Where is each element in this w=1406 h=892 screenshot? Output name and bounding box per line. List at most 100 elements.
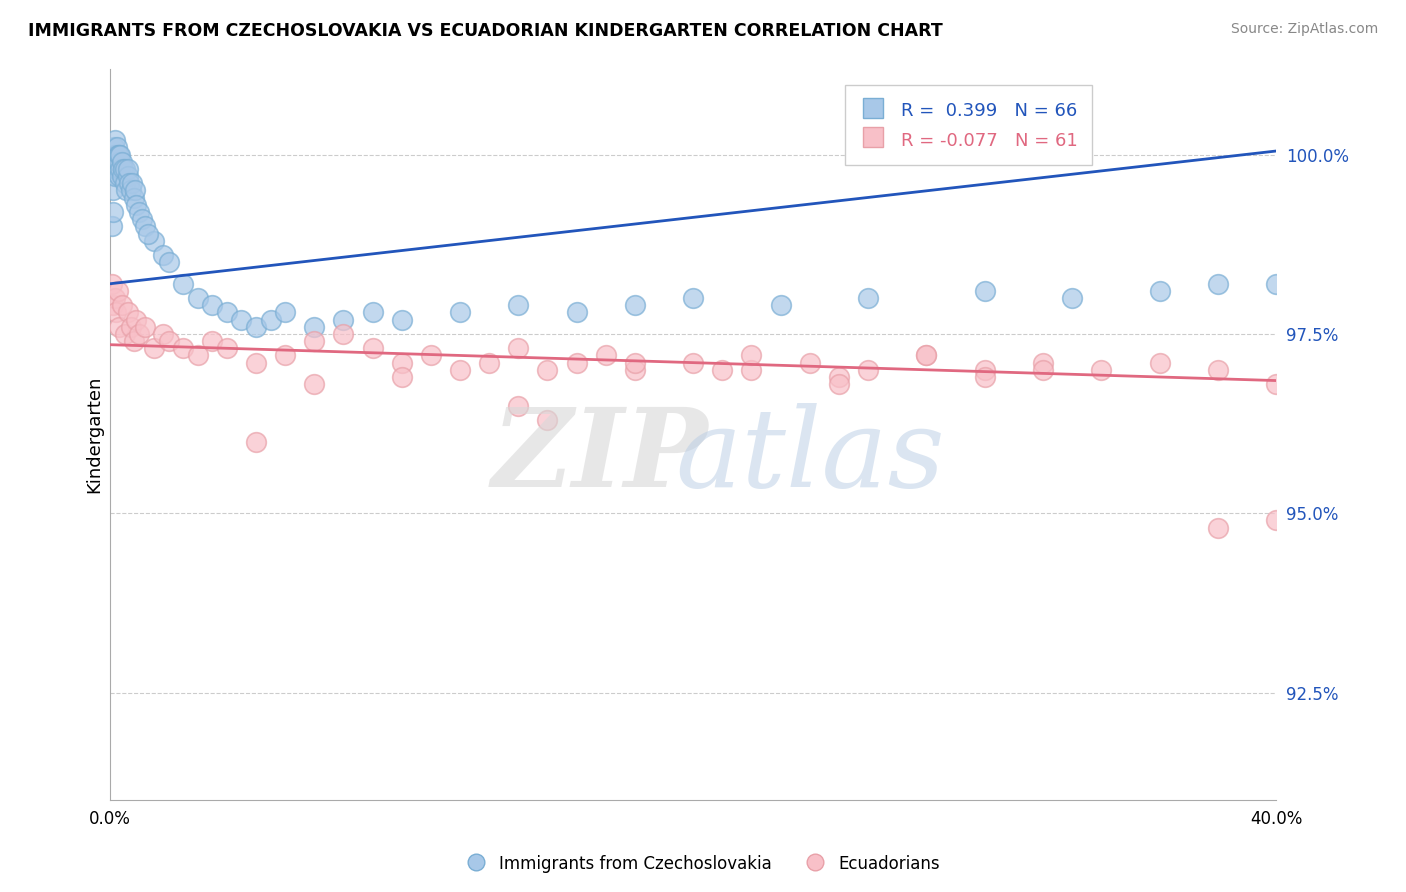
Point xyxy=(449,363,471,377)
Point xyxy=(136,227,159,241)
Point xyxy=(187,291,209,305)
Point xyxy=(122,334,145,348)
Point xyxy=(332,312,354,326)
Point xyxy=(108,154,131,169)
Point xyxy=(128,205,150,219)
Point xyxy=(1149,284,1171,298)
Point xyxy=(508,399,530,413)
Point xyxy=(624,356,647,370)
Point xyxy=(187,348,209,362)
Point xyxy=(973,370,995,384)
Point xyxy=(245,434,267,449)
Point xyxy=(1265,513,1288,527)
Point xyxy=(124,184,146,198)
Point xyxy=(274,305,297,319)
Point xyxy=(118,176,141,190)
Point xyxy=(595,348,617,362)
Point xyxy=(915,348,938,362)
Point xyxy=(117,305,139,319)
Point xyxy=(1060,291,1083,305)
Point xyxy=(114,161,136,176)
Point xyxy=(104,147,127,161)
Point xyxy=(215,341,238,355)
Point xyxy=(104,291,127,305)
Point xyxy=(111,154,134,169)
Point xyxy=(856,291,879,305)
Point xyxy=(201,298,224,312)
Point xyxy=(125,312,148,326)
Point xyxy=(508,341,530,355)
Point xyxy=(104,169,127,183)
Point xyxy=(391,370,413,384)
Point xyxy=(973,363,995,377)
Point xyxy=(1265,277,1288,291)
Point xyxy=(419,348,441,362)
Point xyxy=(120,184,142,198)
Point xyxy=(111,169,134,183)
Point xyxy=(122,191,145,205)
Point xyxy=(104,154,127,169)
Point xyxy=(143,341,166,355)
Point xyxy=(682,291,704,305)
Point xyxy=(152,326,174,341)
Point xyxy=(799,356,821,370)
Point xyxy=(973,284,995,298)
Point xyxy=(478,356,501,370)
Point xyxy=(107,284,129,298)
Point xyxy=(245,319,267,334)
Point xyxy=(131,212,153,227)
Point xyxy=(1090,363,1112,377)
Point xyxy=(121,176,143,190)
Point xyxy=(245,356,267,370)
Point xyxy=(100,277,122,291)
Point xyxy=(740,363,762,377)
Point xyxy=(107,154,129,169)
Text: ZIP: ZIP xyxy=(492,402,709,510)
Point xyxy=(304,334,326,348)
Point xyxy=(107,147,129,161)
Point xyxy=(104,133,127,147)
Point xyxy=(101,205,124,219)
Point xyxy=(1206,363,1229,377)
Point xyxy=(103,140,125,154)
Point xyxy=(157,255,180,269)
Point xyxy=(172,341,194,355)
Point xyxy=(117,169,139,183)
Point xyxy=(536,363,558,377)
Text: Source: ZipAtlas.com: Source: ZipAtlas.com xyxy=(1230,22,1378,37)
Point xyxy=(361,341,384,355)
Text: IMMIGRANTS FROM CZECHOSLOVAKIA VS ECUADORIAN KINDERGARTEN CORRELATION CHART: IMMIGRANTS FROM CZECHOSLOVAKIA VS ECUADO… xyxy=(28,22,943,40)
Point xyxy=(259,312,281,326)
Point xyxy=(304,377,326,392)
Point xyxy=(624,363,647,377)
Point xyxy=(274,348,297,362)
Point xyxy=(134,319,156,334)
Point xyxy=(172,277,194,291)
Point xyxy=(565,356,588,370)
Point xyxy=(114,176,136,190)
Point xyxy=(110,161,132,176)
Point xyxy=(105,161,128,176)
Point xyxy=(915,348,938,362)
Point xyxy=(332,326,354,341)
Point xyxy=(100,219,122,234)
Point xyxy=(152,248,174,262)
Point xyxy=(828,377,851,392)
Y-axis label: Kindergarten: Kindergarten xyxy=(86,376,103,493)
Point xyxy=(1149,356,1171,370)
Point xyxy=(565,305,588,319)
Point xyxy=(134,219,156,234)
Point xyxy=(1032,363,1054,377)
Point xyxy=(536,413,558,427)
Point xyxy=(769,298,792,312)
Point xyxy=(103,161,125,176)
Text: atlas: atlas xyxy=(675,402,945,510)
Point xyxy=(682,356,704,370)
Point xyxy=(115,184,138,198)
Point xyxy=(125,198,148,212)
Point xyxy=(828,370,851,384)
Point xyxy=(117,161,139,176)
Point xyxy=(215,305,238,319)
Point xyxy=(304,319,326,334)
Point xyxy=(449,305,471,319)
